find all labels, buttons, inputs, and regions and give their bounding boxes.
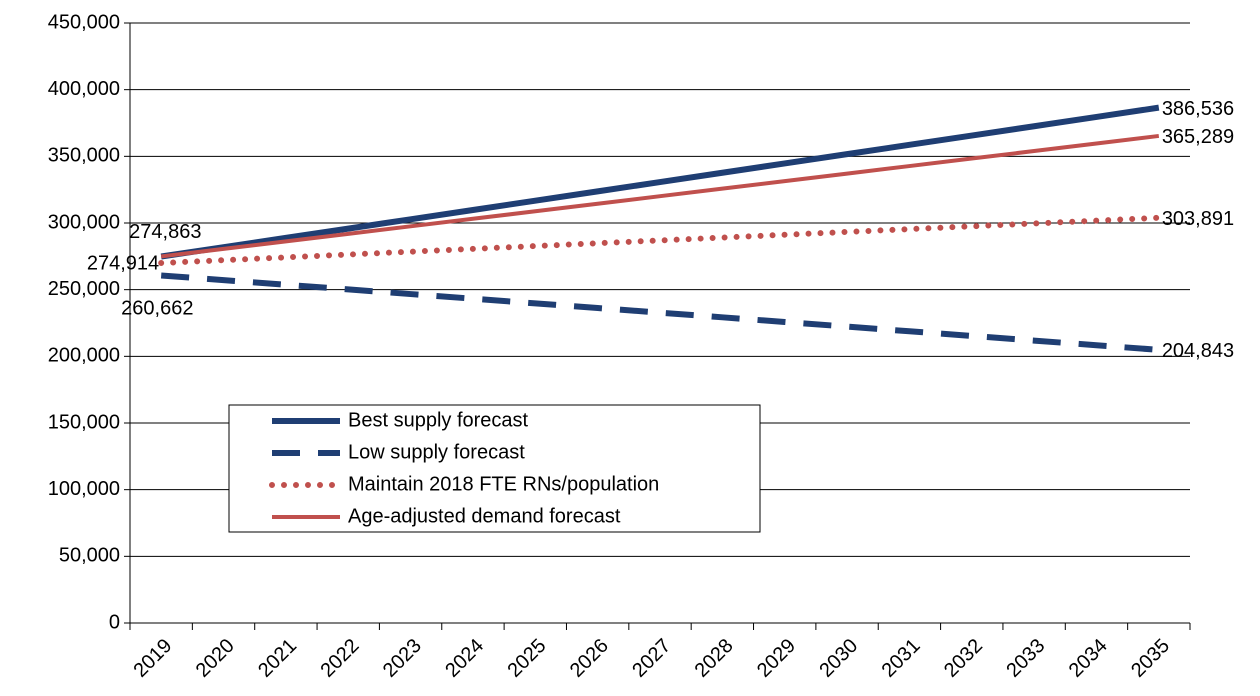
y-tick-label: 300,000 [48,211,120,233]
legend-label: Low supply forecast [348,441,525,463]
x-tick-label: 2026 [566,635,613,682]
data-label: 274,914 [87,253,159,275]
data-label: 260,662 [121,298,193,320]
legend-label: Best supply forecast [348,409,529,431]
y-tick-label: 50,000 [59,545,120,567]
x-tick-label: 2020 [192,635,239,682]
data-label: 303,891 [1162,208,1234,230]
x-tick-label: 2027 [628,635,675,682]
x-tick-label: 2031 [878,635,925,682]
x-tick-label: 2030 [815,635,862,682]
legend-label: Age-adjusted demand forecast [348,505,621,527]
y-tick-label: 200,000 [48,345,120,367]
data-label: 274,863 [129,221,201,243]
y-tick-label: 450,000 [48,11,120,33]
series-line [158,214,1162,266]
legend-box [228,404,761,533]
data-label: 365,289 [1162,126,1234,148]
data-label: 386,536 [1162,98,1234,120]
x-tick-label: 2024 [441,635,488,682]
x-tick-label: 2035 [1127,635,1174,682]
data-label: 204,843 [1162,340,1234,362]
x-tick-label: 2033 [1002,635,1049,682]
y-tick-label: 250,000 [48,278,120,300]
legend-label: Maintain 2018 FTE RNs/population [348,473,659,495]
x-tick-label: 2028 [691,635,738,682]
y-tick-label: 100,000 [48,478,120,500]
y-tick-label: 150,000 [48,411,120,433]
y-tick-label: 400,000 [48,78,120,100]
series-line [160,272,1160,353]
x-tick-label: 2032 [940,635,987,682]
x-tick-label: 2025 [504,635,551,682]
x-tick-label: 2034 [1065,635,1112,682]
series-line [160,133,1160,259]
series-line [160,104,1160,260]
y-tick-label: 0 [109,611,120,633]
x-tick-label: 2029 [753,635,800,682]
x-tick-label: 2019 [129,635,176,682]
y-tick-label: 350,000 [48,145,120,167]
x-tick-label: 2023 [379,635,426,682]
x-tick-label: 2022 [316,635,363,682]
x-tick-label: 2021 [254,635,301,682]
